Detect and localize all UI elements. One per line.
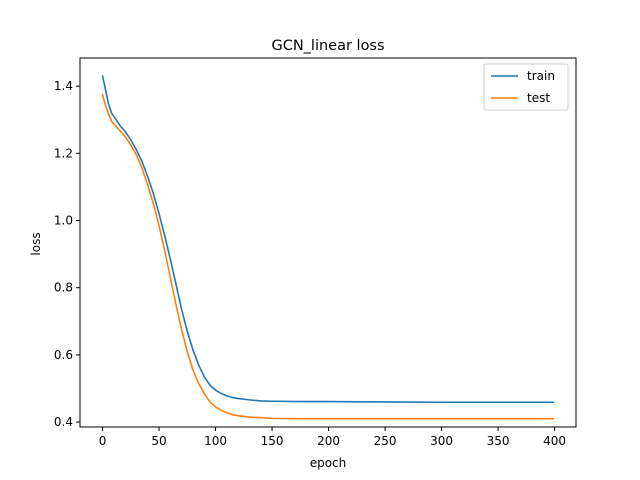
x-tick-label: 400	[543, 434, 566, 448]
plot-series-layer	[101, 75, 555, 420]
y-axis-label: loss	[29, 232, 43, 255]
x-tick-label: 150	[261, 434, 284, 448]
series-line-test	[101, 93, 555, 420]
x-tick-label: 100	[204, 434, 227, 448]
legend-label-test: test	[527, 91, 550, 105]
series-line-train	[101, 75, 555, 404]
x-tick-label: 50	[151, 434, 166, 448]
x-axis-ticks: 0 50 100 150 200 250 300 350 400	[99, 427, 566, 448]
y-tick-label: 1.0	[54, 214, 73, 228]
legend: train test	[483, 63, 569, 111]
y-tick-label: 0.4	[54, 415, 73, 429]
x-tick-label: 200	[317, 434, 340, 448]
y-tick-label: 1.4	[54, 79, 73, 93]
x-tick-label: 350	[487, 434, 510, 448]
y-tick-label: 0.8	[54, 281, 73, 295]
plot-frame	[79, 57, 577, 428]
x-tick-label: 250	[374, 434, 397, 448]
x-tick-label: 0	[99, 434, 107, 448]
y-axis-ticks: 0.4 0.6 0.8 1.0 1.2 1.4	[54, 79, 80, 429]
legend-box	[483, 63, 569, 111]
x-tick-label: 300	[430, 434, 453, 448]
chart-title: GCN_linear loss	[271, 38, 384, 54]
y-tick-label: 0.6	[54, 348, 73, 362]
legend-label-train: train	[527, 69, 555, 83]
y-tick-label: 1.2	[54, 146, 73, 160]
x-axis-label: epoch	[310, 456, 347, 470]
